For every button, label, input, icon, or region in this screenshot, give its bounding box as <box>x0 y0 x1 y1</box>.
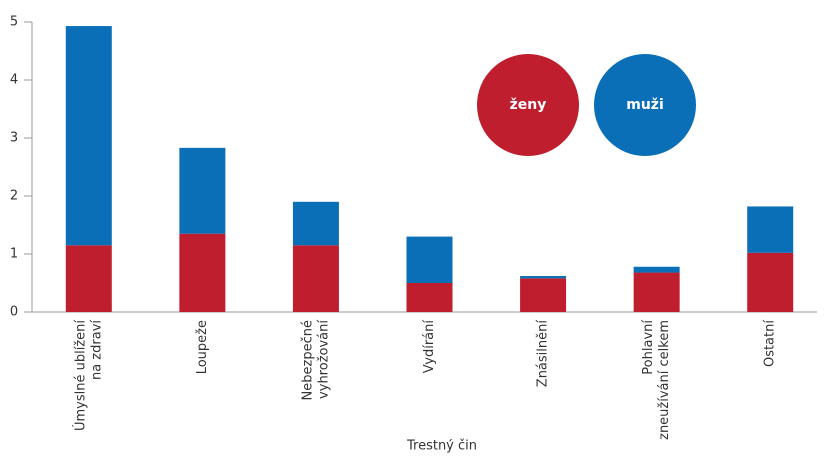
y-tick-label: 5 <box>10 15 18 30</box>
bar-segment <box>747 206 794 253</box>
x-tick-label: Úmyslné ublížení <box>72 320 88 431</box>
bar-segment <box>179 233 226 312</box>
x-tick-label: vyhrožování <box>316 320 331 399</box>
y-tick-label: 2 <box>10 189 18 204</box>
x-tick-label: Znásilnění <box>536 320 551 388</box>
bar-segment <box>292 201 339 246</box>
legend-label: muži <box>626 97 664 113</box>
legend-label: ženy <box>510 97 547 113</box>
x-tick-label: Vydírání <box>422 320 437 374</box>
bar-segment <box>65 26 112 246</box>
x-tick-label: Ostatní <box>763 320 778 367</box>
bar-segment <box>406 283 453 312</box>
x-tick-label: na zdraví <box>89 320 104 380</box>
legend-swatch <box>594 54 696 156</box>
bar-segment <box>65 245 112 312</box>
x-tick-label: zneužívání celkem <box>657 320 672 440</box>
bar-segment <box>179 147 226 234</box>
x-tick-label: Pohlavní <box>641 320 656 375</box>
bar-segment <box>520 276 567 279</box>
bar-segment <box>520 278 567 312</box>
bar-segment <box>633 266 680 273</box>
y-tick-label: 0 <box>10 305 18 320</box>
y-tick-label: 1 <box>10 247 18 262</box>
x-tick-label: Loupeže <box>195 320 210 374</box>
bar-segment <box>747 252 794 312</box>
bar-segment <box>633 272 680 312</box>
y-tick-label: 4 <box>10 73 18 88</box>
x-axis-label: Trestný čin <box>406 439 477 454</box>
bar-segment <box>292 245 339 312</box>
y-tick-label: 3 <box>10 131 18 146</box>
x-tick-label: Nebezpečné <box>300 320 315 400</box>
legend-swatch <box>477 54 579 156</box>
bar-segment <box>406 236 453 283</box>
